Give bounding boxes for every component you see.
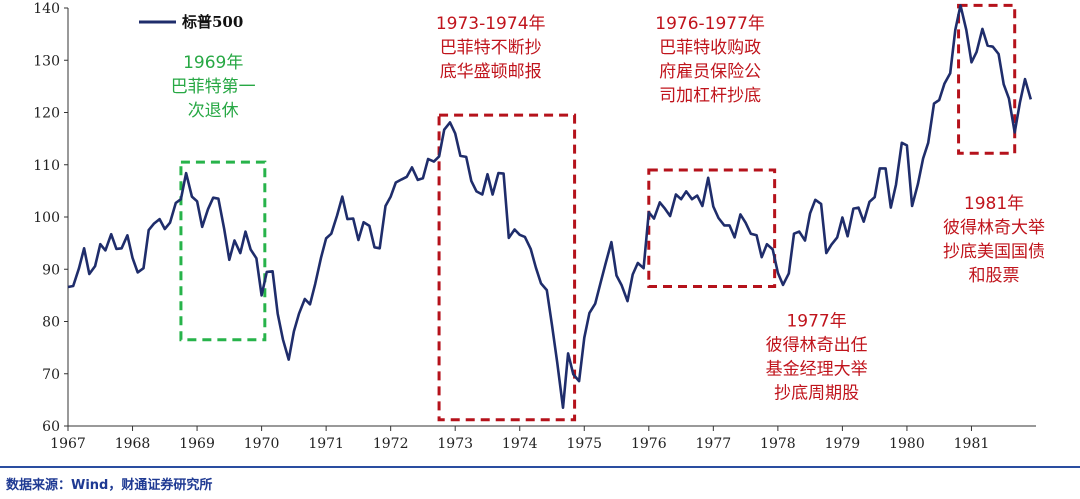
y-tick-label: 70 — [42, 367, 60, 383]
x-tick-label: 1979 — [825, 436, 861, 452]
source-note: 数据来源：Wind，财通证券研究所 — [6, 478, 213, 493]
x-tick-label: 1980 — [889, 436, 925, 452]
box-1981 — [957, 3, 1017, 155]
sp500-line — [67, 4, 1033, 410]
annotation-line: 1976-1977年 — [655, 14, 765, 34]
y-tick-label: 110 — [33, 158, 60, 174]
axes: 60 70 80 90 100 110 120 130 140 1967 1968 1969 1970 1… — [33, 1, 1036, 452]
x-tick-label: 1976 — [631, 436, 667, 452]
x-tick-label: 1967 — [50, 436, 86, 452]
annotation-a1981: 1981年彼得林奇大举抄底美国国债和股票 — [943, 194, 1045, 286]
annotation-line: 抄底周期股 — [774, 384, 859, 404]
annotation-line: 巴菲特收购政 — [659, 38, 761, 58]
series-layer — [67, 4, 1033, 410]
y-tick-label: 90 — [42, 262, 60, 278]
x-tick-label: 1968 — [115, 436, 151, 452]
y-tick-label: 60 — [42, 419, 60, 435]
y-tick-label: 130 — [33, 53, 60, 69]
annotation-a1969: 1969年巴菲特第一次退休 — [171, 53, 256, 121]
box-1973-1974 — [437, 113, 577, 422]
x-tick-label: 1975 — [566, 436, 602, 452]
legend-label: 标普500 — [181, 13, 243, 31]
annotation-a1976: 1976-1977年巴菲特收购政府雇员保险公司加杠杆抄底 — [655, 14, 765, 106]
annotation-line: 次退休 — [188, 101, 239, 121]
annotation-line: 1973-1974年 — [436, 14, 546, 34]
box-1976-1977 — [647, 168, 777, 288]
source-divider — [0, 466, 1080, 468]
legend: 标普500 — [139, 13, 243, 31]
annotation-line: 1981年 — [964, 194, 1024, 214]
annotation-line: 彼得林奇大举 — [943, 218, 1045, 238]
annotation-line: 府雇员保险公 — [659, 62, 761, 82]
annotation-line: 巴菲特第一 — [171, 77, 256, 97]
x-tick-label: 1969 — [179, 436, 215, 452]
x-tick-label: 1974 — [502, 436, 538, 452]
x-tick-label: 1971 — [308, 436, 344, 452]
x-tick-label: 1972 — [373, 436, 409, 452]
y-tick-label: 140 — [33, 1, 60, 17]
annotation-line: 底华盛顿邮报 — [440, 62, 542, 82]
annotation-a1977: 1977年彼得林奇出任基金经理大举抄底周期股 — [766, 312, 868, 404]
annotation-line: 彼得林奇出任 — [766, 336, 868, 356]
y-tick-label: 80 — [42, 315, 60, 331]
sp500-chart: 60 70 80 90 100 110 120 130 140 1967 1968 1969 1970 1… — [33, 1, 1045, 452]
annotation-line: 抄底美国国债 — [943, 242, 1045, 262]
y-tick-label: 120 — [33, 106, 60, 122]
x-tick-label: 1977 — [696, 436, 732, 452]
x-tick-label: 1978 — [760, 436, 796, 452]
x-tick-label: 1981 — [954, 436, 990, 452]
annotation-line: 司加杠杆抄底 — [659, 86, 761, 106]
highlight-boxes — [179, 3, 1017, 422]
y-tick-label: 100 — [33, 210, 60, 226]
annotations: 1969年巴菲特第一次退休 1973-1974年巴菲特不断抄底华盛顿邮报 1976-… — [171, 14, 1045, 404]
annotation-line: 和股票 — [969, 266, 1020, 286]
box-1969 — [179, 160, 267, 342]
x-tick-label: 1973 — [437, 436, 473, 452]
annotation-a1973: 1973-1974年巴菲特不断抄底华盛顿邮报 — [436, 14, 546, 82]
annotation-line: 1969年 — [183, 53, 243, 73]
annotation-line: 巴菲特不断抄 — [440, 38, 542, 58]
annotation-line: 1977年 — [786, 312, 846, 332]
x-tick-label: 1970 — [244, 436, 280, 452]
annotation-line: 基金经理大举 — [766, 360, 868, 380]
